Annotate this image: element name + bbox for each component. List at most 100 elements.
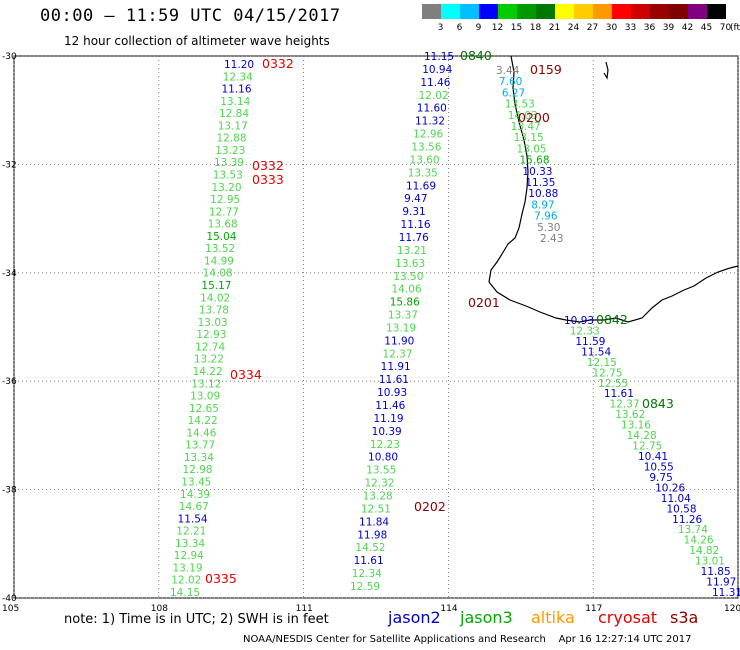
scale-unit: (ft) [730, 23, 740, 33]
swh-value-track1: 12.98 [183, 464, 213, 476]
swh-value-track2: 12.34 [352, 568, 382, 580]
swh-value-track2: 11.90 [384, 335, 414, 347]
legend-jason3: jason3 [460, 608, 513, 627]
lon-tick-label: 117 [585, 604, 602, 614]
credit-line: NOAA/NESDIS Center for Satellite Applica… [243, 634, 692, 645]
swh-value-track2: 11.16 [401, 219, 431, 231]
scale-label: 24 [567, 23, 580, 33]
swh-value-track2: 13.50 [393, 271, 423, 283]
swh-value-track4: 12.55 [598, 378, 628, 390]
swh-value-track2: 11.15 [424, 51, 454, 63]
swh-value-track4: 9.75 [649, 472, 672, 484]
swh-value-track4: 12.75 [632, 441, 662, 453]
lon-tick-label: 111 [296, 604, 313, 614]
swh-value-track3: 7.96 [534, 211, 558, 223]
lat-tick-label: -34 [2, 269, 17, 279]
swh-value-track2: 11.69 [406, 180, 436, 192]
legend-cryosat: cryosat [598, 608, 658, 627]
swh-value-track1: 14.46 [186, 427, 216, 439]
scale-swatch [612, 4, 631, 19]
lon-tick-label: 108 [151, 604, 168, 614]
map-subtitle: 12 hour collection of altimeter wave hei… [64, 34, 330, 48]
lon-tick-label: 114 [440, 604, 457, 614]
scale-swatch [631, 4, 650, 19]
lon-tick-label: 120 [724, 604, 740, 614]
scale-swatch [574, 4, 593, 19]
swh-value-track1: 14.99 [204, 255, 234, 267]
swh-value-track3: 8.97 [531, 199, 554, 211]
swh-value-track1: 13.09 [190, 391, 220, 403]
map-frame [13, 55, 739, 599]
swh-value-track4: 12.75 [592, 367, 622, 379]
swh-value-track1: 14.22 [193, 366, 223, 378]
scale-label: 42 [681, 23, 694, 33]
swh-value-track4: 13.74 [678, 524, 708, 536]
scale-label: 27 [586, 23, 599, 33]
swh-value-track4: 11.85 [701, 566, 731, 578]
swh-value-track1: 12.74 [195, 341, 225, 353]
swh-value-track1: 13.53 [213, 170, 243, 182]
generated-timestamp: Apr 16 12:27:14 UTC 2017 [558, 634, 692, 645]
swh-value-track1: 13.12 [191, 378, 221, 390]
swh-value-track4: 12.33 [570, 325, 600, 337]
scale-label: 30 [605, 23, 618, 33]
scale-label: 12 [491, 23, 504, 33]
swh-value-track4: 10.41 [638, 451, 668, 463]
pass-time-label: 0201 [468, 295, 500, 310]
footnote: note: 1) Time is in UTC; 2) SWH is in fe… [64, 612, 329, 627]
scale-label: 6 [456, 23, 463, 33]
scale-swatch [555, 4, 574, 19]
pass-time-label: 0332 [262, 56, 294, 71]
pass-time-label: 0202 [414, 499, 446, 514]
swh-value-track3: 13.15 [514, 132, 544, 144]
scale-swatch [688, 4, 707, 19]
swh-value-track2: 11.84 [359, 516, 389, 528]
scale-swatch [479, 4, 498, 19]
map-title: 00:00 – 11:59 UTC 04/15/2017 [40, 6, 341, 26]
swh-value-track3: 15.68 [519, 155, 549, 167]
swh-value-track2: 11.98 [357, 529, 387, 541]
swh-value-track4: 12.15 [587, 357, 617, 369]
swh-value-track1: 12.84 [219, 108, 249, 120]
swh-value-track3: 13.53 [505, 99, 535, 111]
scale-label: 36 [643, 23, 656, 33]
swh-value-track2: 15.86 [390, 297, 420, 309]
scale-swatch [707, 4, 726, 19]
pass-time-label: 0840 [460, 48, 492, 63]
swh-value-track2: 13.19 [386, 322, 416, 334]
swh-value-track3: 6.27 [502, 87, 525, 99]
swh-value-track2: 11.91 [381, 361, 411, 373]
swh-value-track4: 11.04 [661, 493, 691, 505]
swh-value-track2: 11.19 [373, 413, 403, 425]
swh-value-track1: 12.34 [223, 71, 253, 83]
scale-label: 45 [700, 23, 713, 33]
scale-label: 33 [624, 23, 637, 33]
swh-value-track4: 14.28 [627, 430, 657, 442]
swh-value-track3: 14.03 [508, 110, 538, 122]
swh-value-track3: 10.88 [528, 188, 558, 200]
swh-value-track1: 15.04 [206, 231, 236, 243]
scale-label: 70 [719, 23, 732, 33]
swh-value-track2: 12.32 [364, 478, 394, 490]
scale-label: 39 [662, 23, 675, 33]
scale-label: 15 [510, 23, 523, 33]
swh-value-track1: 13.20 [211, 182, 241, 194]
pass-time-label: 0843 [642, 396, 674, 411]
scale-label: 9 [475, 23, 482, 33]
swh-value-track2: 13.28 [363, 491, 393, 503]
legend-s3a: s3a [670, 608, 699, 627]
swh-value-track3: 7.60 [499, 76, 522, 88]
island-outline [603, 61, 609, 80]
swh-value-track1: 13.22 [194, 354, 224, 366]
swh-value-track2: 13.63 [395, 258, 425, 270]
pass-time-label: 0335 [205, 571, 237, 586]
swh-value-track1: 12.88 [216, 133, 246, 145]
pass-time-label: 0159 [530, 62, 562, 77]
swh-value-track4: 11.61 [604, 388, 634, 400]
swh-value-track1: 13.77 [185, 440, 215, 452]
swh-value-track2: 10.80 [368, 452, 398, 464]
swh-value-track2: 12.51 [361, 503, 391, 515]
swh-value-track4: 11.26 [672, 514, 702, 526]
